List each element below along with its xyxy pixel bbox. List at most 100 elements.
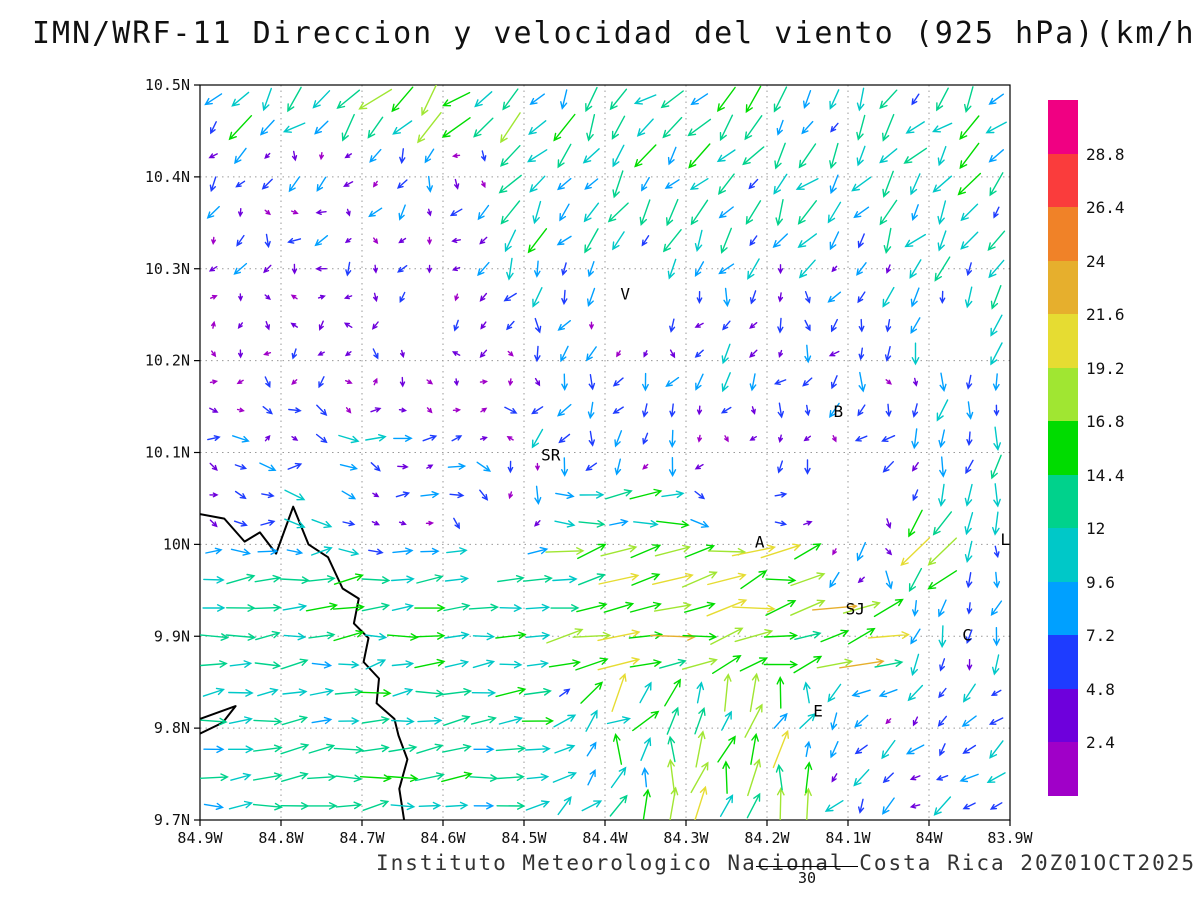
- wind-arrow: [927, 537, 957, 566]
- wind-arrow: [886, 518, 892, 529]
- wind-arrow: [832, 548, 837, 556]
- wind-arrow: [290, 322, 298, 328]
- wind-arrow: [471, 689, 497, 697]
- wind-arrow: [552, 771, 578, 783]
- wind-arrow: [227, 745, 254, 754]
- wind-arrow: [554, 520, 576, 528]
- wind-arrow: [801, 120, 814, 135]
- wind-arrow: [257, 687, 279, 697]
- wind-arrow: [473, 745, 495, 753]
- wind-arrow: [885, 264, 891, 274]
- wind-arrow: [777, 460, 783, 474]
- wind-arrow: [911, 428, 919, 450]
- wind-arrow: [343, 294, 353, 300]
- wind-arrow: [669, 349, 676, 359]
- wind-arrow: [442, 744, 472, 753]
- wind-arrow: [200, 773, 229, 782]
- wind-arrow: [308, 743, 336, 754]
- wind-arrow: [259, 119, 275, 136]
- wind-arrow: [341, 490, 357, 500]
- wind-arrow: [206, 205, 220, 219]
- wind-arrow: [853, 769, 870, 787]
- colorbar-tick-label: 2.4: [1086, 733, 1115, 753]
- y-tick-label: 10.1N: [145, 444, 190, 462]
- wind-arrow: [261, 492, 275, 499]
- wind-arrow: [798, 143, 817, 169]
- wind-arrow: [211, 236, 216, 246]
- wind-arrow: [751, 406, 756, 415]
- wind-arrow: [778, 434, 783, 443]
- wind-arrow: [990, 600, 1003, 617]
- wind-arrow: [561, 289, 568, 306]
- station-label-e: E: [813, 702, 823, 721]
- wind-arrow: [990, 689, 1002, 696]
- wind-arrow: [579, 491, 605, 499]
- wind-arrow: [804, 404, 811, 417]
- wind-arrow: [507, 460, 514, 474]
- station-labels: V B SR A L SJ C E: [541, 284, 1010, 720]
- wind-arrow: [230, 548, 252, 556]
- wind-arrow: [581, 800, 603, 812]
- wind-arrow: [909, 259, 922, 279]
- wind-arrow: [938, 483, 946, 507]
- wind-arrow: [665, 376, 680, 388]
- wind-arrow: [391, 86, 414, 113]
- wind-arrow: [912, 716, 919, 727]
- wind-arrow: [804, 319, 811, 332]
- wind-arrow: [451, 153, 461, 158]
- wind-arrow: [226, 573, 256, 585]
- wind-arrow: [262, 87, 272, 112]
- wind-arrow: [426, 175, 433, 193]
- wind-arrow: [773, 712, 788, 729]
- wind-arrow: [311, 716, 333, 725]
- wind-arrow: [397, 463, 409, 470]
- wind-arrow: [939, 743, 946, 757]
- wind-arrow: [749, 349, 758, 358]
- wind-arrow: [867, 631, 911, 639]
- wind-arrow: [987, 230, 1006, 251]
- wind-arrow: [346, 208, 351, 217]
- colorbar-tick-label: 26.4: [1086, 198, 1125, 218]
- reference-vector-line: [756, 866, 858, 867]
- wind-arrow: [772, 233, 788, 249]
- wind-arrow: [426, 379, 434, 385]
- wind-arrow: [799, 712, 817, 729]
- wind-arrow: [205, 547, 223, 555]
- wind-arrow: [993, 545, 1000, 559]
- wind-arrow: [667, 758, 676, 796]
- wind-arrow: [372, 348, 379, 360]
- wind-arrow: [534, 485, 542, 506]
- wind-arrow: [367, 116, 384, 139]
- wind-arrow: [669, 786, 679, 820]
- wind-arrow: [734, 629, 774, 643]
- wind-arrow: [236, 407, 245, 413]
- wind-arrow: [857, 233, 865, 249]
- wind-arrow: [724, 435, 729, 443]
- wind-arrow: [879, 148, 898, 164]
- x-tick-label: 84.5W: [501, 829, 547, 847]
- wind-arrow: [264, 233, 271, 249]
- wind-arrow: [371, 321, 379, 330]
- wind-arrow: [535, 462, 540, 472]
- wind-arrow: [804, 740, 812, 758]
- wind-arrow: [209, 176, 217, 193]
- wind-arrow: [694, 349, 704, 358]
- wind-arrow: [253, 744, 283, 753]
- coastline-path: [200, 505, 409, 820]
- wind-arrow: [496, 802, 526, 810]
- wind-arrow: [453, 517, 460, 530]
- wind-arrow: [508, 378, 513, 387]
- wind-arrow: [965, 629, 973, 644]
- wind-arrow: [427, 264, 432, 274]
- wind-arrow: [744, 115, 763, 141]
- wind-arrow: [694, 261, 705, 277]
- wind-arrow: [526, 660, 550, 668]
- wind-arrow: [362, 744, 390, 753]
- y-tick-label: 9.8N: [154, 719, 190, 737]
- wind-arrow: [252, 802, 283, 811]
- wind-arrow: [319, 152, 324, 161]
- wind-arrow: [694, 706, 706, 735]
- wind-arrow: [668, 457, 677, 478]
- wind-arrow: [633, 520, 659, 528]
- wind-arrow: [372, 492, 380, 498]
